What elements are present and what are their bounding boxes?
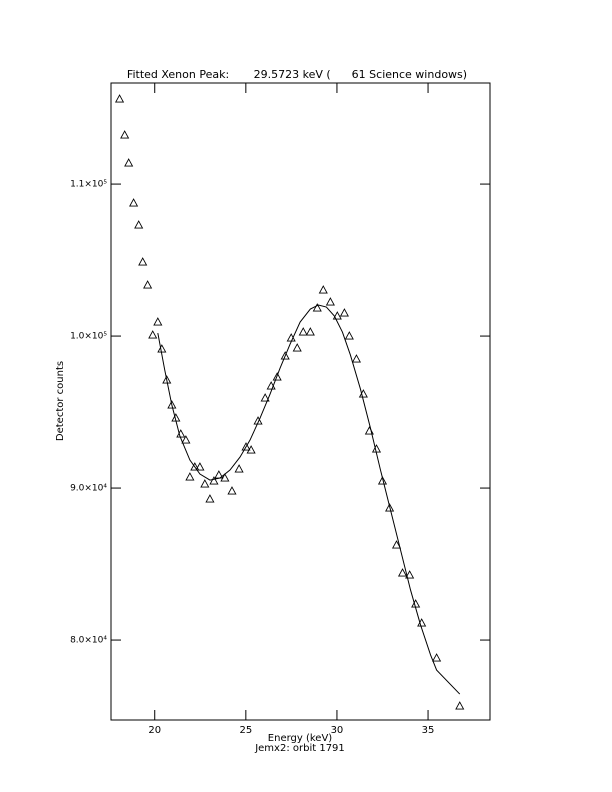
data-point [220,473,230,482]
data-point [292,343,302,352]
data-point [115,94,125,103]
data-point [234,464,244,473]
y-tick-label: 1.1×10⁵ [70,180,107,190]
data-point [181,435,191,444]
data-point [298,327,308,336]
data-point [351,354,361,363]
data-point [205,494,215,503]
data-point [272,372,282,381]
data-point [143,280,153,289]
data-point [344,331,354,340]
data-point [200,479,210,488]
y-axis-label: Detector counts [55,361,66,441]
data-point [339,308,349,317]
data-point [162,375,172,384]
x-tick-label: 25 [239,725,252,736]
data-point [129,198,139,207]
data-point [325,297,335,306]
x-tick-label: 20 [148,725,161,736]
data-point [167,400,177,409]
data-point [253,416,263,425]
data-point [209,476,219,485]
data-point [138,257,148,266]
data-point [246,445,256,454]
x-tick-label: 35 [422,725,435,736]
data-point [305,327,315,336]
data-point [124,158,134,167]
data-point [227,486,237,495]
fit-line [157,304,461,695]
plot-frame [110,82,491,721]
data-point [241,442,251,451]
data-point [377,476,388,485]
data-point [195,462,205,471]
data-point [432,653,442,662]
x-tick-label: 30 [331,725,344,736]
data-point [318,285,328,294]
data-point [455,701,465,710]
x-axis-label: Energy (keV) [268,733,333,744]
data-point [185,472,195,481]
data-point [148,330,158,339]
data-point [153,317,163,326]
data-point [312,303,322,312]
data-point [332,311,342,320]
data-point [280,351,290,360]
subtitle: Jemx2: orbit 1791 [254,743,345,754]
y-tick-label: 1.0×10⁵ [70,332,107,342]
data-point [134,220,144,229]
data-point [190,462,200,471]
y-tick-label: 8.0×10⁴ [70,636,107,646]
y-tick-label: 9.0×10⁴ [70,484,107,494]
chart-title: Fitted Xenon Peak: 29.5723 keV ( 61 Scie… [127,68,467,81]
data-point [391,540,402,549]
data-point [405,570,415,579]
data-point [397,568,408,577]
data-point [385,503,395,512]
data-point [260,393,270,402]
data-point [120,130,130,139]
